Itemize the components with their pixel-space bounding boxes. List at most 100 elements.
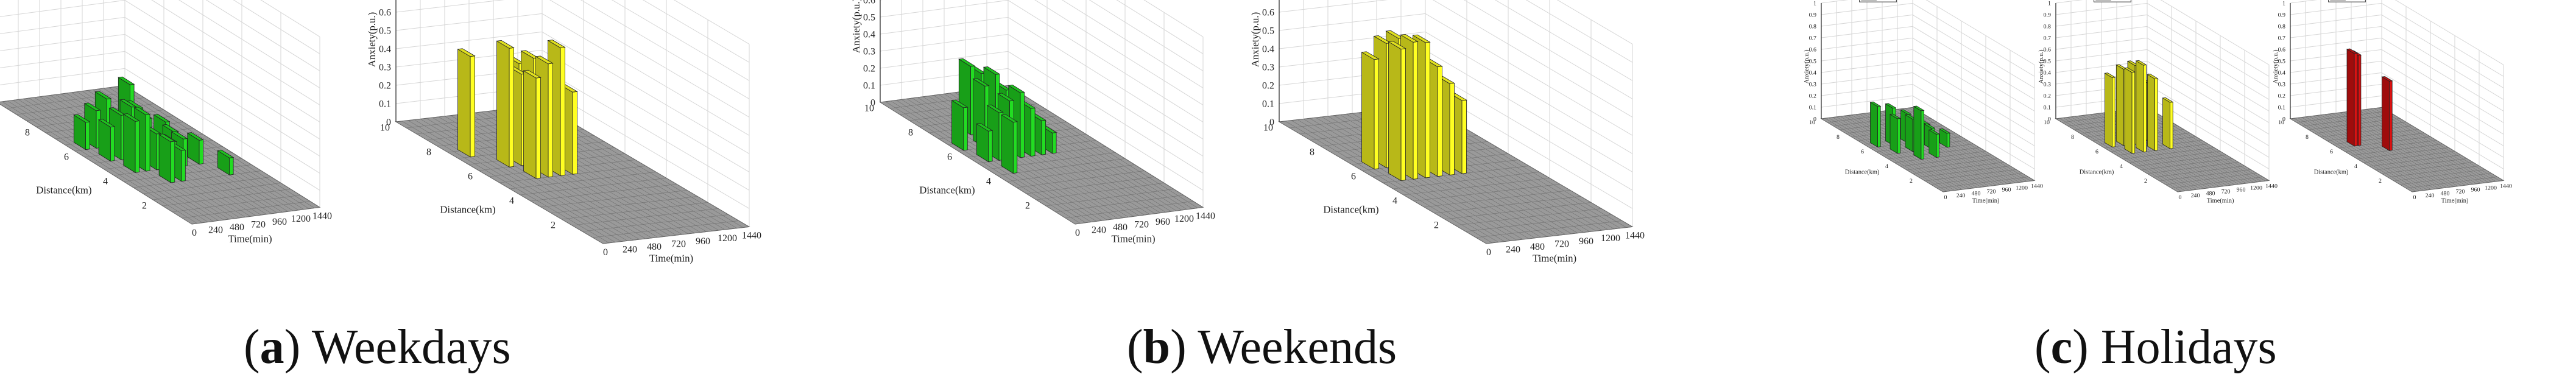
bar-top-face: [972, 78, 990, 86]
bar-front-face: [2357, 54, 2362, 146]
wall-gridline: [673, 0, 750, 44]
time-tick-label: 0: [2413, 194, 2416, 201]
distance-tick-label: 6: [947, 152, 952, 162]
wall-gridline: [2290, 49, 2504, 123]
distance-axis-label: Distance(km): [1845, 169, 1880, 176]
distance-tick-label: 2: [1910, 178, 1913, 185]
time-tick-label: 1200: [2250, 185, 2262, 191]
time-tick-label: 480: [230, 222, 244, 233]
mesh-line: [997, 158, 1126, 176]
bar: [1869, 101, 1882, 148]
time-tick-label: 960: [1579, 236, 1593, 247]
z-tick-label: 0.9: [2278, 12, 2285, 18]
bar-top-face: [2381, 76, 2393, 82]
bar: [976, 122, 993, 163]
bar-front-face: [572, 91, 577, 175]
mesh-line: [2165, 173, 2257, 185]
mesh-line: [2381, 162, 2474, 174]
mesh-line: [1413, 184, 1561, 202]
mesh-line: [1475, 220, 1623, 238]
bar-top-face: [1939, 128, 1951, 134]
distance-tick-label: 2: [1434, 220, 1439, 230]
mesh-line: [1918, 166, 2011, 178]
bar-top-face: [73, 114, 91, 123]
bar-top-face: [997, 93, 1015, 102]
bar-side-face: [2382, 76, 2390, 152]
z-tick-label: 0.8: [2044, 23, 2051, 30]
distance-tick-label: 8: [2071, 134, 2074, 141]
bar-front-face: [2131, 71, 2136, 154]
mesh-line: [182, 201, 311, 219]
mesh-line: [1906, 158, 1999, 171]
bar-top-face: [1007, 85, 1025, 93]
bar-top-face: [523, 69, 542, 79]
bar-front-face: [1374, 58, 1379, 170]
distance-axis-label: Distance(km): [1323, 203, 1378, 215]
mesh-line: [2177, 180, 2270, 192]
mesh-line: [1936, 177, 2029, 189]
distance-tick-label: 8: [2306, 134, 2309, 141]
time-tick-label: 240: [623, 245, 637, 255]
mesh-line: [172, 195, 301, 213]
bar-side-face: [123, 113, 136, 174]
chart-panel-b-4: 00.10.20.30.40.50.60.70.80.91Anxiety(p.u…: [1249, 0, 1645, 264]
distance-tick-label: 4: [1392, 196, 1397, 206]
bar-side-face: [2105, 72, 2112, 148]
bar: [2135, 60, 2147, 153]
mesh-line: [1455, 208, 1602, 226]
distance-tick-label: 8: [25, 127, 30, 138]
mesh-line: [2140, 158, 2233, 171]
bar-front-face: [110, 126, 115, 162]
z-tick-label: 0.1: [1809, 104, 1816, 111]
bar: [523, 69, 542, 179]
time-tick-label: 960: [2237, 187, 2246, 194]
chart-panel-c-6: 0 0.1 0.2 0.3 0.4 0.5 0.6 0.7 0.8 0.9 1 Anxiety(p.u…: [2038, 0, 2278, 205]
distance-tick-label: 6: [468, 171, 473, 181]
distance-tick-label: 10: [2044, 119, 2050, 126]
z-tick-label: 0.6: [2278, 46, 2285, 53]
mesh-line: [530, 184, 677, 202]
mesh-line: [2369, 155, 2461, 167]
bar-side-face: [2115, 64, 2124, 146]
time-tick-label: 1200: [2485, 185, 2497, 191]
bar-top-face: [2123, 67, 2136, 73]
z-tick-label: 0: [386, 118, 391, 128]
z-tick-label: 0.1: [2278, 104, 2285, 111]
bar-side-face: [2124, 67, 2133, 154]
wall-gridline: [2290, 26, 2504, 100]
bar-front-face: [509, 47, 514, 167]
z-tick-label: 0.1: [2044, 104, 2051, 111]
wall-gridline: [233, 0, 320, 54]
time-tick-label: 240: [1957, 192, 1966, 199]
bar-side-face: [951, 100, 964, 151]
time-tick-label: 0: [192, 228, 197, 238]
bar-front-face: [2354, 52, 2358, 147]
bar: [1939, 128, 1951, 148]
mesh-line: [2399, 173, 2492, 185]
bar: [2162, 97, 2174, 149]
z-tick-label: 0.3: [2044, 81, 2051, 88]
bar-front-face: [1031, 107, 1036, 157]
legend-box: [2094, 0, 2131, 2]
time-tick-label: 480: [1113, 222, 1127, 233]
time-axis-label: Time(min): [2207, 198, 2234, 205]
time-tick-label: 720: [1987, 189, 1996, 196]
mesh-line: [2320, 125, 2413, 138]
time-tick-label: 720: [671, 239, 686, 249]
time-tick-label: 960: [272, 217, 287, 227]
wall-gridline: [2055, 26, 2270, 100]
z-tick-label: 0.4: [1809, 69, 1816, 76]
mesh-line: [2171, 177, 2264, 189]
wall-gridline: [1143, 0, 1204, 37]
bar-front-face: [1052, 132, 1057, 154]
bar: [457, 48, 476, 158]
z-tick-label: 0: [870, 98, 875, 108]
mesh-line: [6, 91, 135, 109]
bar: [1000, 114, 1018, 174]
time-tick-label: 240: [208, 225, 223, 236]
bar-side-face: [1913, 105, 1922, 160]
time-tick-label: 1200: [1601, 233, 1620, 244]
z-tick-label: 0.4: [1262, 44, 1274, 55]
distance-tick-label: 10: [1263, 122, 1273, 133]
distance-tick-label: 6: [64, 152, 69, 162]
